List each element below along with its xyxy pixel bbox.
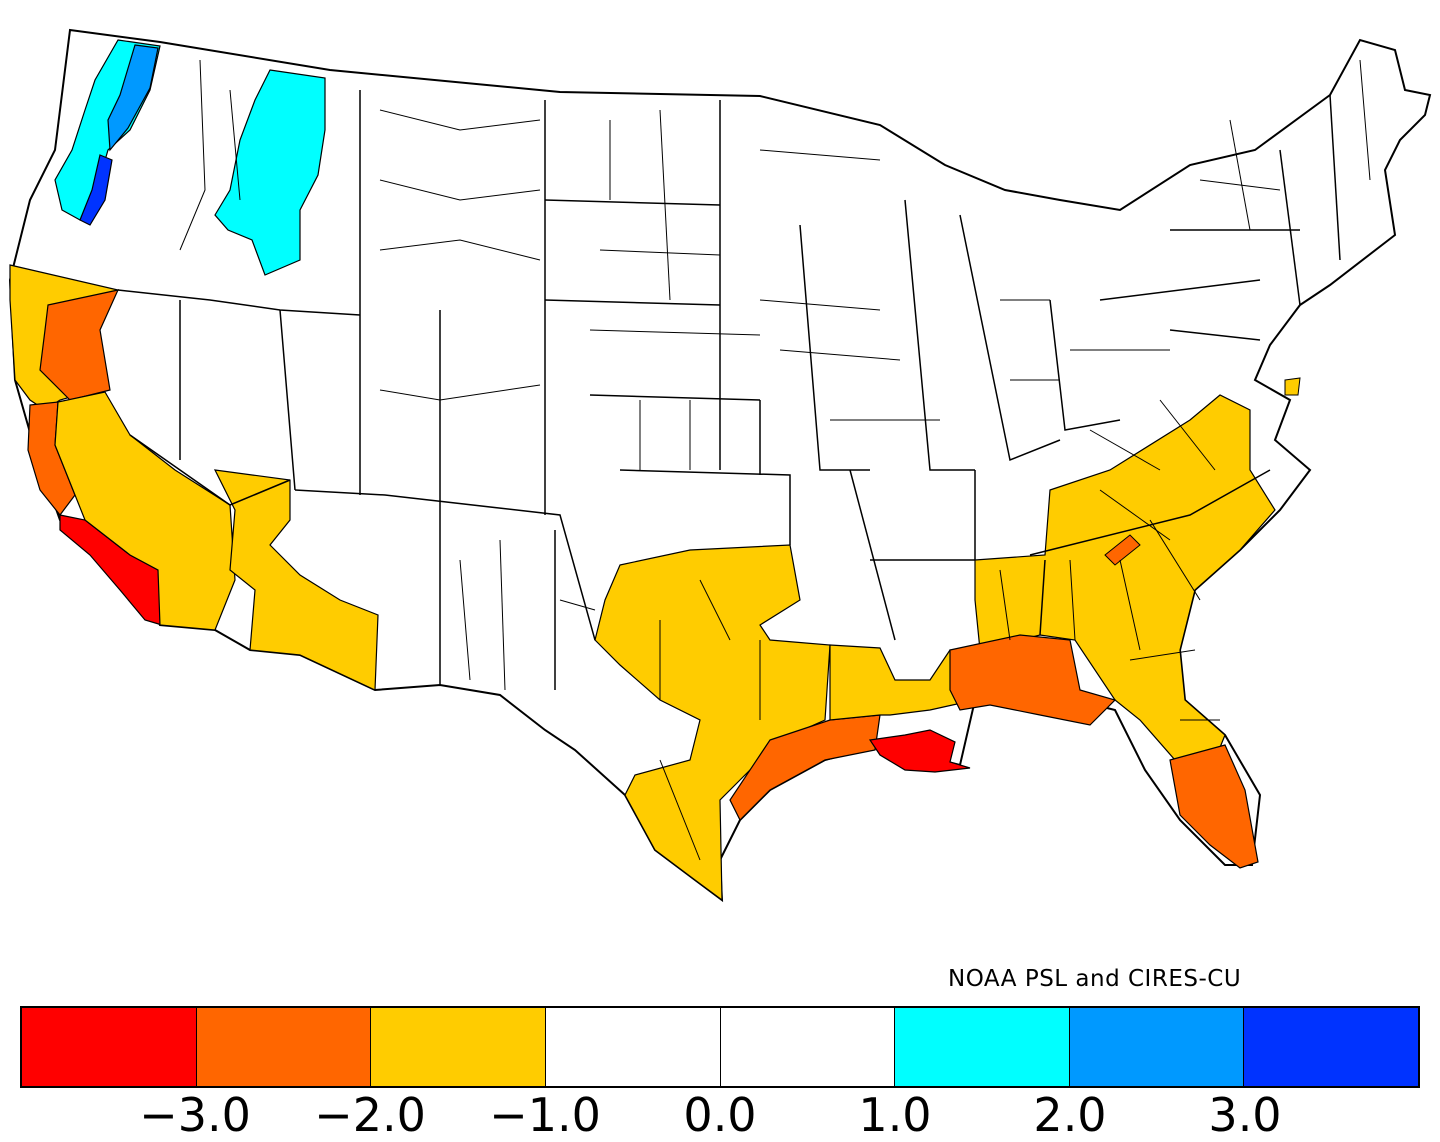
color-scale-legend — [20, 1006, 1420, 1088]
region-oregon-cascades — [79, 154, 113, 226]
us-climate-division-map — [8, 28, 1432, 903]
region-florida-panhandle-gulf-coast — [949, 634, 1117, 726]
region-appalachian-pocket — [1104, 534, 1141, 566]
legend-tick-label: −2.0 — [314, 1088, 426, 1142]
region-delmarva — [1284, 377, 1301, 396]
legend-swatch-1 — [196, 1008, 372, 1086]
color-scale-tick-labels: −3.0 −2.0 −1.0 0.0 1.0 2.0 3.0 — [0, 1090, 1440, 1140]
legend-swatch-4 — [720, 1008, 896, 1086]
region-arizona-nevada — [213, 469, 379, 691]
region-northern-idaho-montana — [214, 69, 326, 276]
region-southeast — [974, 394, 1276, 761]
credit-text: NOAA PSL and CIRES-CU — [948, 966, 1242, 992]
region-south-florida — [1169, 744, 1259, 869]
division-boundaries — [179, 59, 1371, 861]
legend-swatch-6 — [1069, 1008, 1245, 1086]
region-louisiana-coast — [868, 729, 971, 773]
legend-swatch-0 — [22, 1008, 197, 1086]
legend-swatch-3 — [545, 1008, 721, 1086]
legend-tick-label: −3.0 — [139, 1088, 251, 1142]
region-texas-oklahoma — [594, 544, 831, 902]
legend-tick-label: 3.0 — [1208, 1088, 1282, 1142]
state-boundaries — [117, 90, 1341, 690]
region-washington-cascades — [107, 44, 159, 152]
legend-swatch-7 — [1244, 1008, 1418, 1086]
legend-tick-label: 0.0 — [683, 1088, 757, 1142]
legend-swatch-5 — [895, 1008, 1070, 1086]
legend-tick-label: 1.0 — [858, 1088, 932, 1142]
legend-tick-label: −1.0 — [489, 1088, 601, 1142]
legend-swatch-2 — [371, 1008, 546, 1086]
legend-tick-label: 2.0 — [1033, 1088, 1107, 1142]
